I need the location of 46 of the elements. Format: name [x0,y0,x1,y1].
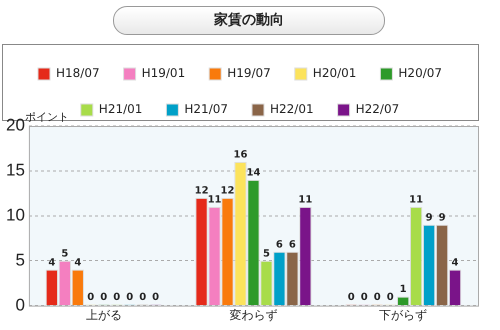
data-label: 4 [48,257,56,268]
data-label: 6 [276,239,283,250]
data-label: 12 [194,185,209,196]
x-tick-label: 変わらず [229,308,278,322]
y-tick-label: 10 [6,205,25,224]
data-label: 6 [288,239,296,250]
data-label: 5 [262,248,270,260]
data-label: 4 [74,257,82,268]
data-label: 9 [438,212,446,224]
chart-title: 家賃の動向 [113,6,385,35]
data-label: 1 [400,284,407,296]
data-label: 0 [139,292,146,304]
legend-label: H19/01 [142,66,186,80]
data-label: 0 [374,292,381,304]
y-axis-title: ポイント [24,110,69,124]
x-tick-label: 上がる [86,308,122,322]
data-label: 14 [246,167,260,178]
legend-label: H22/01 [270,102,314,116]
legend-label: H20/07 [398,66,442,80]
data-label: 0 [152,292,160,304]
data-label: 4 [452,257,459,268]
data-label: 0 [87,292,94,304]
legend-label: H18/07 [56,66,100,80]
data-label: 0 [126,292,134,304]
data-label: 11 [298,194,312,206]
legend-label: H21/07 [184,102,228,116]
legend-label: H19/07 [227,66,271,80]
data-label: 5 [61,248,68,260]
data-label: 12 [220,185,235,196]
y-tick-label: 20 [6,116,25,135]
y-tick-label: 5 [15,250,25,270]
data-label: 0 [360,292,368,304]
data-label: 9 [426,212,433,224]
data-label: 0 [100,292,108,304]
data-label: 0 [386,292,394,304]
data-label: 0 [113,292,120,304]
y-tick-label: 0 [15,295,25,314]
legend-label: H21/01 [98,102,142,116]
y-tick-label: 15 [6,160,25,180]
data-label: 16 [234,150,248,161]
data-label: 11 [208,194,222,206]
x-tick-label: 下がらず [379,308,428,322]
legend-label: H22/07 [356,102,400,116]
legend-label: H20/01 [312,66,356,80]
data-label: 0 [348,292,355,304]
data-label: 11 [409,194,424,206]
